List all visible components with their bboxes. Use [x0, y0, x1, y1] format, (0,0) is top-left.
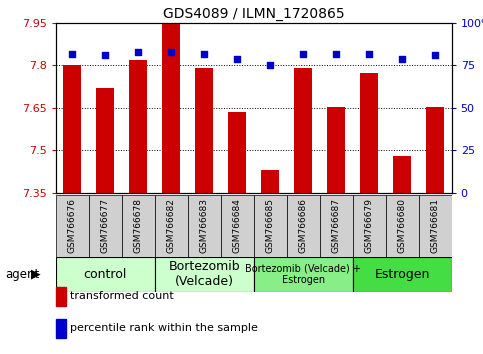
Bar: [353, 195, 385, 257]
Text: GSM766679: GSM766679: [365, 198, 373, 253]
Text: GSM766685: GSM766685: [266, 198, 274, 253]
Point: [398, 56, 406, 62]
Bar: [254, 257, 353, 292]
Bar: [155, 257, 254, 292]
Bar: [393, 156, 411, 193]
Bar: [286, 195, 320, 257]
Point: [200, 51, 208, 56]
Text: ▶: ▶: [31, 268, 41, 281]
Title: GDS4089 / ILMN_1720865: GDS4089 / ILMN_1720865: [163, 7, 344, 21]
Text: Estrogen: Estrogen: [374, 268, 430, 281]
Text: GSM766684: GSM766684: [233, 198, 242, 253]
Text: GSM766677: GSM766677: [100, 198, 110, 253]
Bar: [228, 112, 246, 193]
Bar: [63, 65, 81, 193]
Point: [365, 51, 373, 56]
Bar: [261, 170, 279, 193]
Bar: [360, 73, 378, 193]
Text: GSM766686: GSM766686: [298, 198, 308, 253]
Point: [431, 52, 439, 58]
Point: [299, 51, 307, 56]
Bar: [96, 88, 114, 193]
Bar: [426, 107, 444, 193]
Point: [167, 49, 175, 55]
Bar: [129, 60, 147, 193]
Bar: [195, 68, 213, 193]
Bar: [254, 195, 286, 257]
Text: GSM766680: GSM766680: [398, 198, 407, 253]
Text: agent: agent: [5, 268, 39, 281]
Text: GSM766676: GSM766676: [68, 198, 76, 253]
Bar: [419, 195, 452, 257]
Text: GSM766683: GSM766683: [199, 198, 209, 253]
Bar: [162, 23, 180, 193]
Bar: [294, 68, 312, 193]
Text: Bortezomib (Velcade) +
Estrogen: Bortezomib (Velcade) + Estrogen: [245, 263, 361, 285]
Bar: [88, 195, 122, 257]
Bar: [122, 195, 155, 257]
Bar: [187, 195, 221, 257]
Text: GSM766682: GSM766682: [167, 198, 175, 253]
Bar: [155, 195, 187, 257]
Bar: [221, 195, 254, 257]
Point: [332, 51, 340, 56]
Text: percentile rank within the sample: percentile rank within the sample: [70, 323, 258, 333]
Bar: [353, 257, 452, 292]
Text: transformed count: transformed count: [70, 291, 174, 301]
Text: Bortezomib
(Velcade): Bortezomib (Velcade): [168, 260, 240, 289]
Text: GSM766678: GSM766678: [134, 198, 142, 253]
Bar: [56, 257, 155, 292]
Point: [134, 49, 142, 55]
Bar: [320, 195, 353, 257]
Point: [266, 63, 274, 68]
Point: [233, 56, 241, 62]
Point: [68, 51, 76, 56]
Bar: [327, 107, 345, 193]
Text: GSM766681: GSM766681: [431, 198, 440, 253]
Text: control: control: [84, 268, 127, 281]
Bar: [56, 195, 88, 257]
Point: [101, 52, 109, 58]
Text: GSM766687: GSM766687: [332, 198, 341, 253]
Bar: [385, 195, 419, 257]
